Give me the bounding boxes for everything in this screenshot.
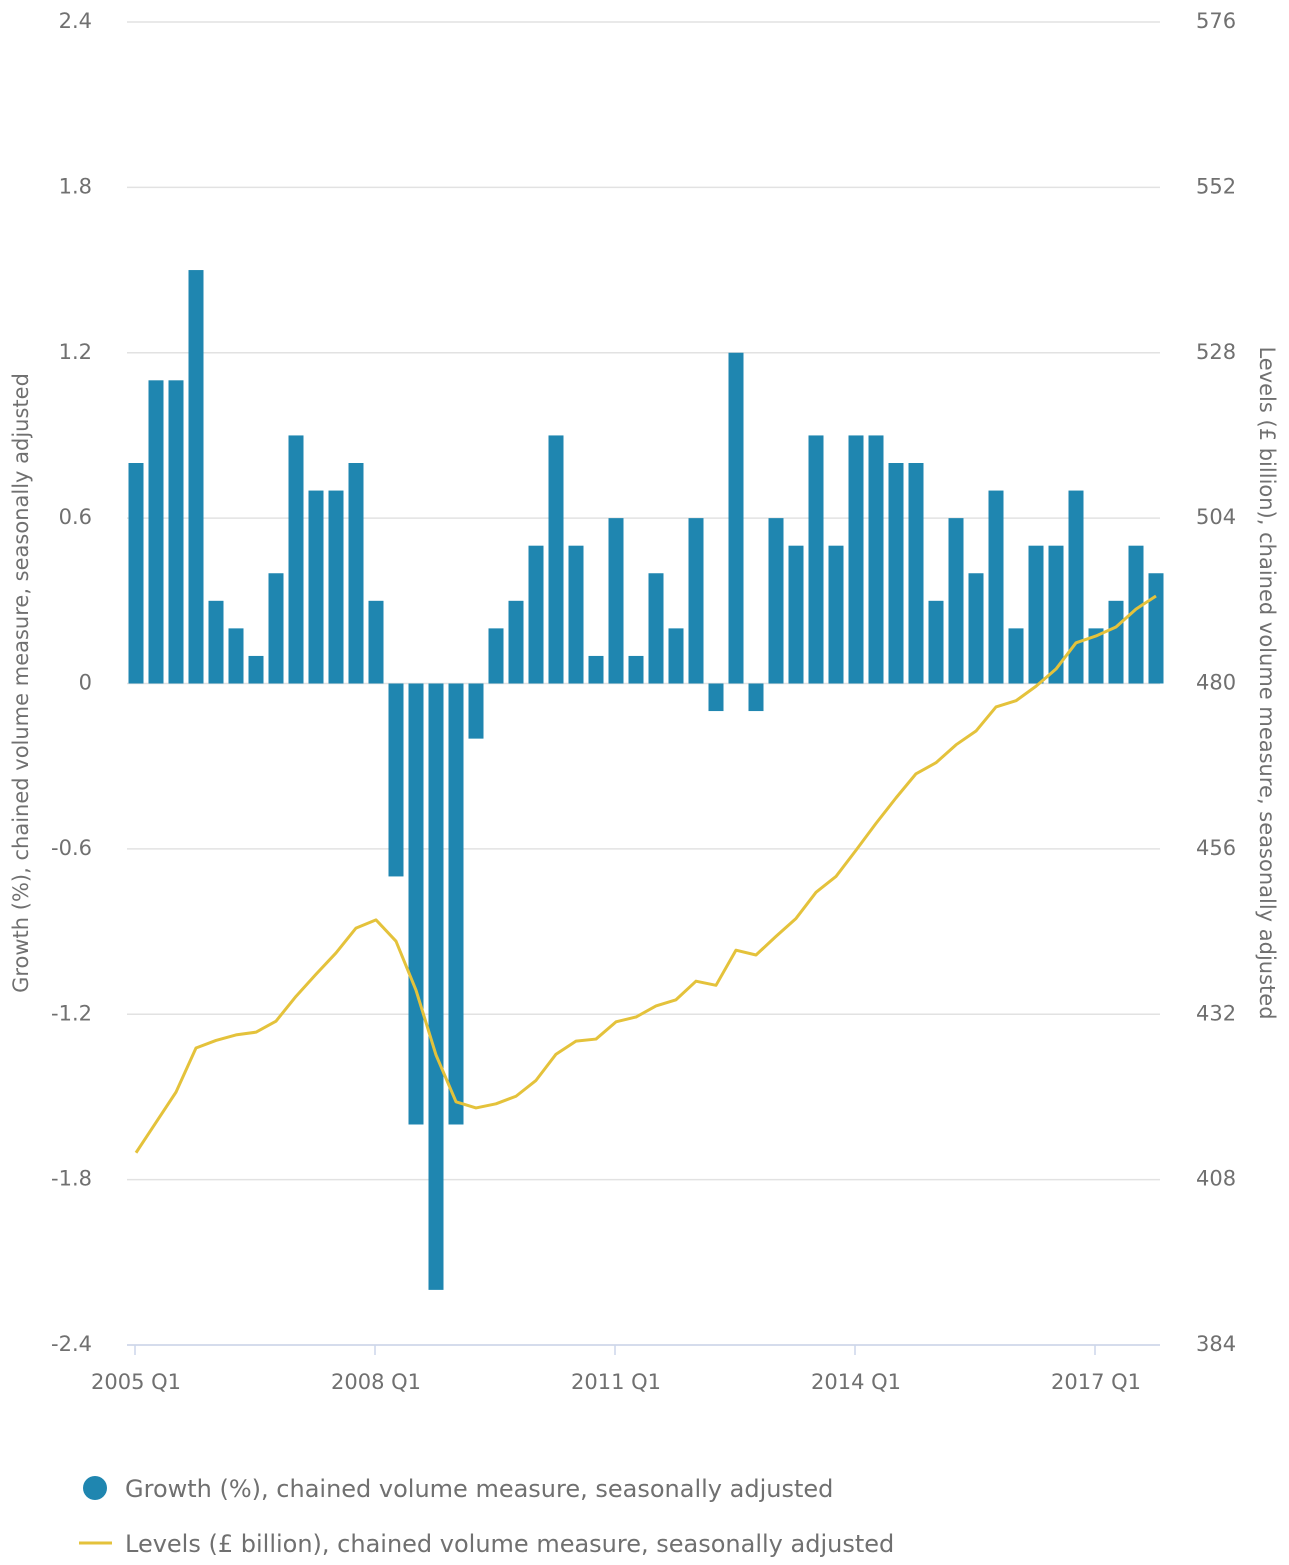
bar: [468, 683, 484, 739]
bar: [1088, 628, 1104, 684]
y2-tick-label: 504: [1196, 505, 1236, 529]
bar: [928, 600, 944, 684]
bar: [488, 628, 504, 684]
y2-tick-label: 528: [1196, 340, 1236, 364]
bar: [648, 573, 664, 684]
bar: [688, 518, 704, 684]
bar: [348, 463, 364, 684]
y-tick-label: 2.4: [59, 9, 92, 33]
bar: [608, 518, 624, 684]
bar: [188, 270, 204, 684]
y-tick-label: 1.8: [59, 174, 92, 198]
bar: [1108, 600, 1124, 684]
line: [134, 594, 1157, 1154]
bar: [408, 683, 424, 1125]
bar: [1128, 545, 1144, 684]
y-tick-label: 0.6: [59, 505, 92, 529]
bar: [208, 600, 224, 684]
bar: [908, 463, 924, 684]
y-tick-label: -1.2: [51, 1001, 92, 1025]
y-axis-label: Growth (%), chained volume measure, seas…: [9, 373, 33, 993]
bar: [168, 380, 184, 684]
bar: [148, 380, 164, 684]
bar: [768, 518, 784, 684]
y2-tick-label: 432: [1196, 1001, 1236, 1025]
bar: [328, 490, 344, 684]
x-tick-label: 2017 Q1: [1051, 1370, 1141, 1394]
legend-label: Growth (%), chained volume measure, seas…: [125, 1475, 833, 1503]
bar: [828, 545, 844, 684]
bar: [588, 655, 604, 684]
x-tick-label: 2011 Q1: [571, 1370, 661, 1394]
bar: [708, 683, 724, 712]
bar: [308, 490, 324, 684]
y-tick-label: 0: [79, 671, 92, 695]
bar: [988, 490, 1004, 684]
bar: [808, 435, 824, 684]
y2-tick-label: 552: [1196, 174, 1236, 198]
bar: [288, 435, 304, 684]
bar: [1008, 628, 1024, 684]
bar: [1148, 573, 1164, 684]
bar: [868, 435, 884, 684]
bar: [888, 463, 904, 684]
y2-tick-label: 456: [1196, 836, 1236, 860]
bar: [1048, 545, 1064, 684]
y2-axis-label: Levels (£ billion), chained volume measu…: [1255, 346, 1279, 1019]
y-tick-label: -1.8: [51, 1167, 92, 1191]
bar: [628, 655, 644, 684]
bar: [528, 545, 544, 684]
bar: [448, 683, 464, 1125]
bar: [248, 655, 264, 684]
bar: [368, 600, 384, 684]
bar: [568, 545, 584, 684]
bar: [848, 435, 864, 684]
bar: [1028, 545, 1044, 684]
x-tick-label: 2005 Q1: [91, 1370, 181, 1394]
x-tick-label: 2008 Q1: [331, 1370, 421, 1394]
bar: [1068, 490, 1084, 684]
y2-tick-label: 576: [1196, 9, 1236, 33]
bar: [968, 573, 984, 684]
y2-tick-label: 384: [1196, 1332, 1236, 1356]
bar: [508, 600, 524, 684]
bar: [388, 683, 404, 877]
bar: [268, 573, 284, 684]
x-tick-label: 2014 Q1: [811, 1370, 901, 1394]
y-tick-label: 1.2: [59, 340, 92, 364]
bar: [128, 463, 144, 684]
bar: [228, 628, 244, 684]
bar: [748, 683, 764, 712]
y2-tick-label: 408: [1196, 1167, 1236, 1191]
bar: [548, 435, 564, 684]
legend-label: Levels (£ billion), chained volume measu…: [125, 1530, 894, 1558]
bar: [788, 545, 804, 684]
y2-tick-label: 480: [1196, 671, 1236, 695]
y-tick-label: -0.6: [51, 836, 92, 860]
bar: [428, 683, 444, 1290]
y-tick-label: -2.4: [51, 1332, 92, 1356]
bar: [668, 628, 684, 684]
bar: [728, 352, 744, 684]
legend-marker: [83, 1476, 107, 1500]
bar: [948, 518, 964, 684]
